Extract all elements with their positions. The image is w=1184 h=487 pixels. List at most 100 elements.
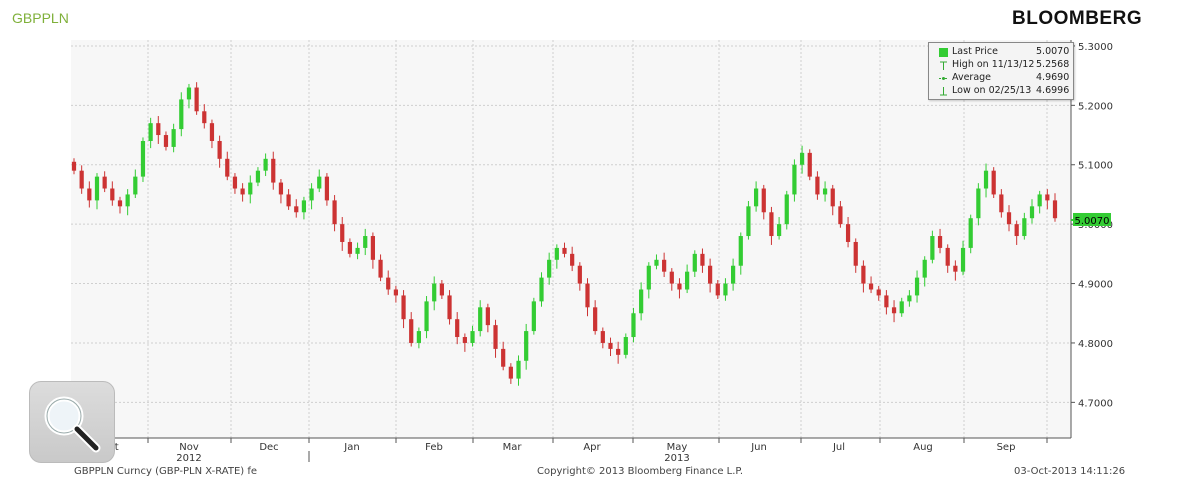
candle-body [386, 277, 391, 290]
candle-body [853, 241, 858, 266]
x-tick-label: Apr [583, 442, 601, 453]
candle-body [447, 295, 452, 320]
legend-label: Low on 02/25/13 [952, 85, 1032, 96]
candle-body [309, 188, 314, 201]
year-label: 2013 [664, 453, 689, 464]
candle-body [922, 259, 927, 278]
candle-body [432, 283, 437, 302]
candle-body [1006, 212, 1012, 225]
legend-item-high: High on 11/13/12 5.2568 [929, 59, 1073, 72]
candle-body [784, 194, 789, 225]
candle-body [991, 170, 996, 195]
candle-body [577, 265, 582, 284]
average-marker-icon [939, 74, 948, 83]
candle-body [470, 331, 475, 343]
candle-body [462, 337, 467, 343]
last-price-badge-bg [1073, 212, 1111, 226]
candle-body [753, 188, 759, 207]
candle-body [769, 212, 774, 237]
candle-body [861, 265, 866, 284]
candle-body [271, 158, 276, 183]
legend-label: Last Price [952, 46, 998, 57]
candle-body [1052, 200, 1058, 219]
candle-body [876, 289, 881, 296]
candle-body [524, 331, 529, 361]
candle-body [792, 164, 797, 195]
x-tick-label: Sep [997, 442, 1016, 453]
candle-body [708, 265, 713, 284]
candle-body [631, 313, 636, 338]
x-axis-ticks: OctNovDecJanFebMarAprMayJunJulAugSep2012… [101, 438, 1048, 464]
candle-body [822, 188, 828, 195]
year-label: 2012 [176, 453, 201, 464]
candle-body [416, 331, 421, 343]
candle-body [378, 259, 383, 278]
candle-body [723, 283, 728, 296]
plot-area [71, 40, 1071, 438]
candle-body [930, 236, 935, 260]
candle-body [87, 188, 92, 201]
candle-body [255, 170, 261, 183]
candle-body [294, 206, 299, 213]
green-square-icon [939, 48, 948, 57]
legend-item-low: Low on 02/25/13 4.6996 [929, 85, 1073, 98]
candle-body [240, 188, 245, 195]
candle-body [225, 158, 230, 177]
legend-item-last-price: Last Price 5.0070 [929, 46, 1073, 59]
candle-body [662, 259, 667, 272]
candle-body [324, 176, 330, 201]
candle-body [953, 265, 958, 272]
y-tick-label: 5.2000 [1078, 101, 1113, 112]
candle-body [171, 129, 176, 147]
candle-body [899, 301, 904, 314]
candle-body [163, 135, 169, 147]
candle-body [608, 342, 613, 349]
candle-body [332, 200, 337, 225]
legend-value: 5.0070 [1036, 46, 1070, 57]
y-tick-label: 4.9000 [1078, 280, 1113, 291]
legend-item-average: Average 4.9690 [929, 72, 1073, 85]
y-tick-label: 5.3000 [1078, 42, 1113, 53]
x-tick-label: Jan [343, 442, 359, 453]
candle-body [976, 188, 981, 219]
candle-body [1037, 194, 1042, 207]
candle-body [148, 123, 153, 141]
candle-body [738, 236, 743, 266]
candle-body [409, 319, 414, 343]
candle-body [799, 152, 805, 165]
zoom-button[interactable] [29, 381, 115, 463]
candle-body [531, 301, 536, 332]
candle-body [501, 348, 506, 367]
last-price-badge: 5.0070 [1073, 212, 1111, 227]
candle-body [140, 140, 146, 177]
candle-body [547, 259, 552, 278]
x-tick-label: Aug [913, 442, 933, 453]
candle-body [424, 301, 429, 332]
candle-body [654, 259, 659, 266]
candle-body [677, 283, 682, 290]
candle-body [562, 247, 567, 254]
x-tick-label: Jul [832, 442, 845, 453]
last-price-badge-label: 5.0070 [1075, 216, 1110, 227]
candle-body [117, 200, 123, 207]
candle-body [983, 170, 989, 189]
candle-body [937, 236, 943, 248]
high-marker-icon [939, 61, 948, 70]
candle-body [593, 307, 598, 332]
legend-label: Average [952, 72, 992, 83]
candle-body [355, 247, 360, 254]
candle-body [209, 123, 215, 141]
candle-body [945, 247, 950, 266]
candle-body [1045, 194, 1050, 201]
candle-body [616, 348, 621, 355]
candle-body [156, 123, 161, 136]
footer-security-label: GBPPLN Curncy (GBP-PLN X-RATE) fe [74, 466, 258, 477]
candle-body [125, 194, 130, 207]
candle-body [493, 325, 498, 349]
candle-body [508, 366, 513, 379]
candle-body [301, 200, 307, 213]
candle-body [516, 360, 521, 379]
candle-body [815, 176, 820, 195]
candle-body [232, 176, 238, 189]
